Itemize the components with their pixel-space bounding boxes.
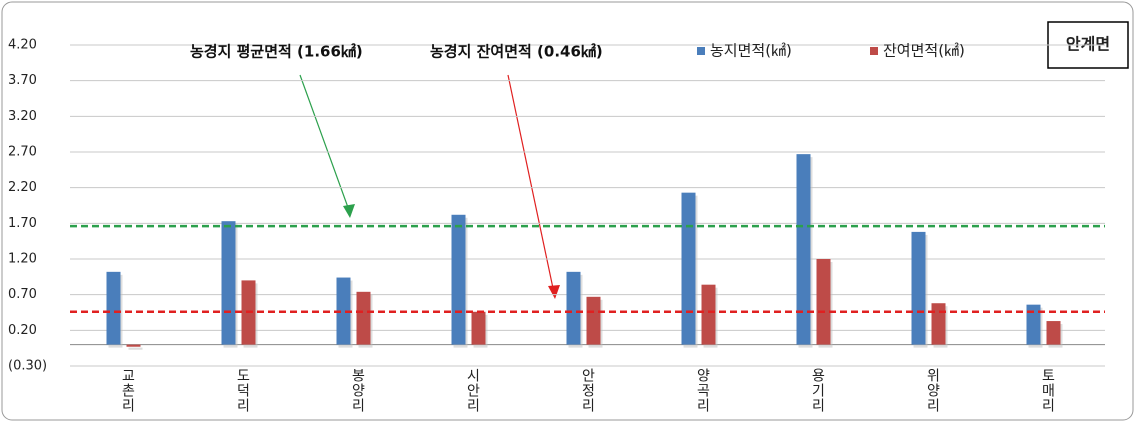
bar bbox=[336, 277, 351, 345]
arrow bbox=[299, 74, 351, 214]
y-tick-label: (0.30) bbox=[8, 359, 47, 374]
bar bbox=[451, 214, 466, 345]
y-tick-label: 3.70 bbox=[8, 73, 37, 88]
bar bbox=[126, 344, 141, 347]
legend-label: 잔여면적(㎢) bbox=[883, 42, 965, 60]
x-tick-label: 안정리 bbox=[580, 368, 596, 413]
y-tick-label: 0.70 bbox=[8, 287, 37, 302]
bar bbox=[586, 296, 601, 345]
x-tick-label: 위양리 bbox=[925, 368, 941, 413]
x-tick-label: 용기리 bbox=[810, 368, 826, 413]
y-tick-label: 0.20 bbox=[8, 323, 37, 338]
x-tick-label: 교촌리 bbox=[120, 368, 136, 413]
arrow bbox=[507, 74, 555, 294]
bar-shadow bbox=[128, 347, 143, 350]
bar bbox=[931, 303, 946, 345]
bar bbox=[1026, 304, 1041, 345]
bar bbox=[796, 154, 811, 345]
legend-swatch bbox=[870, 47, 878, 55]
y-tick-label: 3.20 bbox=[8, 109, 37, 124]
annotation: 농경지 평균면적 (1.66㎢) bbox=[190, 43, 363, 61]
bar bbox=[221, 221, 236, 345]
bar bbox=[566, 271, 581, 345]
bar bbox=[1046, 321, 1061, 345]
legend-label: 농지면적(㎢) bbox=[710, 42, 792, 60]
y-tick-label: 4.20 bbox=[8, 38, 37, 53]
bar bbox=[681, 192, 696, 345]
bar bbox=[471, 311, 486, 345]
x-tick-label: 양곡리 bbox=[695, 368, 711, 413]
bar bbox=[356, 291, 371, 345]
x-tick-label: 시안리 bbox=[465, 368, 481, 413]
arrow-head bbox=[343, 204, 355, 218]
annotation: 농경지 잔여면적 (0.46㎢) bbox=[430, 43, 603, 61]
y-tick-label: 2.70 bbox=[8, 145, 37, 160]
bar bbox=[106, 271, 121, 345]
legend-swatch bbox=[697, 47, 705, 55]
bar bbox=[816, 259, 831, 345]
x-tick-label: 도덕리 bbox=[235, 368, 251, 413]
y-tick-label: 1.70 bbox=[8, 216, 37, 231]
x-tick-label: 토매리 bbox=[1040, 368, 1056, 413]
x-tick-label: 봉양리 bbox=[350, 368, 366, 413]
arrow-head bbox=[548, 285, 560, 299]
bar bbox=[911, 231, 926, 345]
y-tick-label: 1.20 bbox=[8, 252, 37, 267]
y-tick-label: 2.20 bbox=[8, 180, 37, 195]
region-label: 안계면 bbox=[1066, 35, 1110, 54]
bar bbox=[701, 284, 716, 345]
